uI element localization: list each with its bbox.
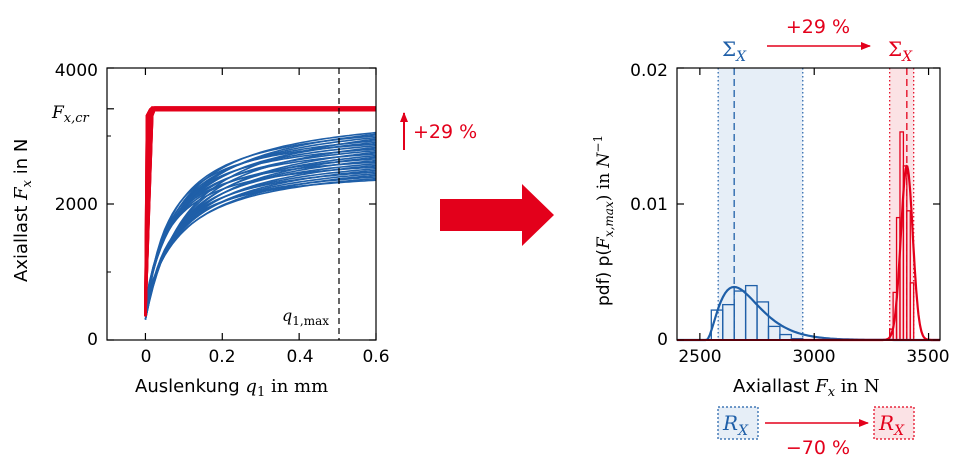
right-chart: 0 0.01 0.02 2500 3000 3500 Axiallast Fx … — [591, 16, 950, 459]
xtick-label: 0.6 — [362, 347, 389, 367]
xtick-label: 3000 — [792, 347, 835, 367]
blue-load-curve — [144, 131, 377, 312]
right-x-axis-label: Axiallast Fx in N — [733, 376, 880, 400]
left-x-axis-label: Auslenkung q1 in mm — [135, 376, 328, 400]
xtick-label: 0.2 — [208, 347, 235, 367]
blue-load-curve — [144, 138, 377, 320]
blue-load-curve — [144, 163, 377, 320]
sigma-change-label: +29 % — [786, 16, 850, 38]
blue-load-curve — [144, 151, 377, 316]
red-pdf-curve — [791, 164, 940, 342]
sigma-label-blue: ΣX — [722, 37, 747, 65]
right-y-axis-label: pdf) p(Fx,max) in N−1 — [591, 135, 616, 306]
blue-load-curve — [144, 176, 377, 316]
xtick-label: 2500 — [678, 347, 721, 367]
r-box-red — [873, 406, 915, 440]
ytick-label: 0 — [87, 330, 98, 350]
blue-load-curve — [144, 174, 377, 303]
right-plot-marks — [677, 68, 940, 342]
ytick-label: 2000 — [55, 195, 98, 215]
confidence-band — [718, 68, 803, 340]
blue-load-curve — [144, 133, 377, 303]
blue-load-curve — [144, 141, 377, 303]
fxcr-label: Fx,cr — [51, 103, 90, 126]
blue-load-curve — [144, 177, 377, 308]
r-change-label: −70 % — [786, 437, 850, 459]
blue-load-curve — [144, 149, 377, 303]
blue-load-curve — [144, 136, 377, 308]
q1max-label: q1,max — [282, 306, 329, 328]
left-chart: 0 2000 4000 0 0.2 0.4 0.6 Fx,cr q1,max A… — [11, 61, 477, 400]
sigma-label-red: ΣX — [888, 37, 913, 65]
r-box-blue — [717, 406, 759, 440]
xtick-label: 0 — [141, 347, 152, 367]
ytick-label: 0.02 — [630, 61, 668, 81]
left-plot-marks — [144, 106, 377, 320]
left-ticks — [107, 67, 377, 341]
r-label-blue: RX — [722, 411, 749, 439]
red-load-curve — [144, 106, 376, 313]
left-y-axis-label: Axiallast Fx in N — [11, 139, 35, 282]
blue-load-curve — [144, 169, 377, 308]
transition-arrow-icon — [440, 184, 554, 246]
xtick-label: 0.4 — [286, 347, 313, 367]
ytick-label: 0.01 — [630, 195, 668, 215]
blue-load-curve — [144, 156, 377, 312]
ytick-label: 0 — [657, 330, 668, 350]
xtick-label: 3500 — [906, 347, 949, 367]
ytick-label: 4000 — [55, 61, 98, 81]
r-label-red: RX — [878, 411, 905, 439]
increase-label: +29 % — [413, 121, 477, 143]
blue-load-curve — [144, 164, 377, 312]
right-ticks — [677, 67, 940, 341]
